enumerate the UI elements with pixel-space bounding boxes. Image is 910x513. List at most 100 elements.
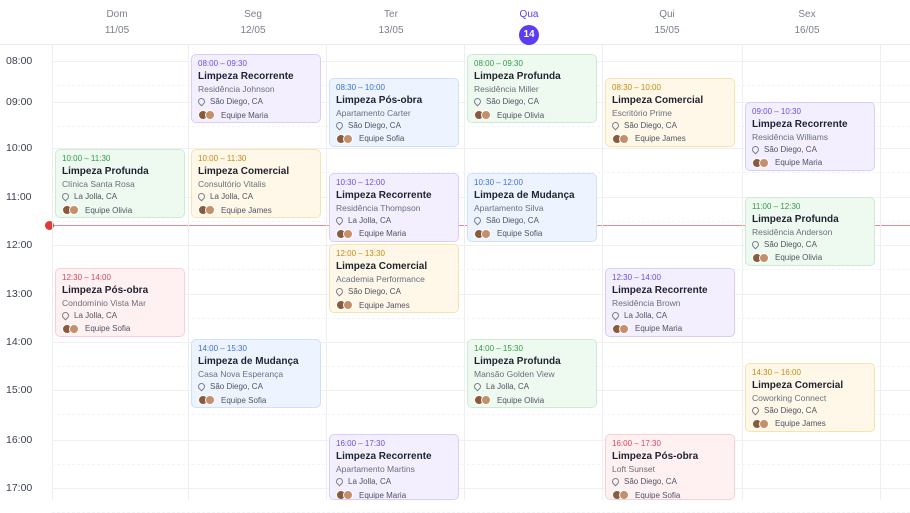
event-team-text: Equipe James xyxy=(775,419,826,429)
event-title: Limpeza Recorrente xyxy=(752,118,848,130)
event-place: Academia Performance xyxy=(336,274,425,284)
event-team-text: Equipe Sofia xyxy=(85,324,131,334)
event-card[interactable]: 08:00 – 09:30 Limpeza Recorrente Residênci… xyxy=(191,54,321,124)
event-location: São Diego, CA xyxy=(472,215,590,226)
event-team: Equipe Sofia xyxy=(474,228,590,239)
event-location-text: São Diego, CA xyxy=(486,97,539,106)
event-team: Equipe James xyxy=(752,418,868,429)
hour-label: 16:00 xyxy=(6,434,33,446)
event-team-text: Equipe James xyxy=(221,205,272,215)
event-title: Limpeza Profunda xyxy=(474,71,561,82)
location-pin-icon xyxy=(750,239,761,249)
team-avatars xyxy=(198,110,215,120)
event-time: 12:00 – 13:30 xyxy=(336,249,385,258)
event-time: 08:30 – 10:00 xyxy=(612,82,661,92)
location-pin-icon xyxy=(610,476,621,487)
hour-label: 08:00 xyxy=(6,55,33,67)
day-name: Seg xyxy=(244,9,262,20)
event-card[interactable]: 10:00 – 11:30 Limpeza Profunda Clínica San… xyxy=(55,149,185,219)
event-card[interactable]: 10:30 – 12:00 Limpeza Recorrente Residênci… xyxy=(329,172,459,242)
location-pin-icon xyxy=(610,120,621,131)
event-place: Residência Brown xyxy=(612,297,681,308)
location-pin-icon xyxy=(472,215,483,226)
event-time: 10:30 – 12:00 xyxy=(336,177,385,187)
event-team-text: Equipe Olivia xyxy=(497,110,545,120)
event-team-text: Equipe Sofia xyxy=(497,229,543,239)
event-location-text: São Diego, CA xyxy=(764,144,817,154)
event-title: Limpeza Recorrente xyxy=(198,71,294,82)
day-header-dom[interactable]: Dom 11/05 xyxy=(48,0,186,44)
event-card[interactable]: 12:30 – 14:00 Limpeza Recorrente Residênci… xyxy=(605,267,735,337)
day-date: 12/05 xyxy=(240,25,266,36)
event-place: Residência Johnson xyxy=(198,84,275,94)
half-hour-line xyxy=(52,413,910,415)
event-location: São Diego, CA xyxy=(334,286,452,297)
event-location-text: La Jolla, CA xyxy=(210,192,254,201)
event-place: Residência Williams xyxy=(752,131,829,142)
avatar xyxy=(619,133,629,144)
event-location: São Diego, CA xyxy=(196,381,314,392)
day-header-seg[interactable]: Seg 12/05 xyxy=(184,0,322,44)
avatar xyxy=(759,157,769,168)
location-pin-icon xyxy=(750,144,761,154)
event-title: Limpeza de Mudança xyxy=(474,189,575,201)
half-hour-line xyxy=(52,125,910,127)
day-date: 14 xyxy=(460,24,598,45)
event-card[interactable]: 10:00 – 11:30 Limpeza Comercial Consultóri… xyxy=(191,149,321,219)
day-header-sex[interactable]: Sex 16/05 xyxy=(738,0,876,44)
event-card[interactable]: 09:00 – 10:30 Limpeza Recorrente Residênci… xyxy=(745,101,875,171)
hour-line xyxy=(52,440,910,441)
event-team: Equipe Olivia xyxy=(62,205,178,215)
event-card[interactable]: 12:30 – 14:00 Limpeza Pós-obra Condomínio … xyxy=(55,267,185,337)
location-pin-icon xyxy=(196,381,207,392)
event-team-text: Equipe Maria xyxy=(635,324,683,334)
event-location: São Diego, CA xyxy=(610,476,728,487)
event-time: 10:30 – 12:00 xyxy=(474,177,523,187)
day-header-qua[interactable]: Qua 14 xyxy=(460,0,598,45)
event-card[interactable]: 08:00 – 09:30 Limpeza Profunda Residência … xyxy=(467,54,597,124)
day-header-ter[interactable]: Ter 13/05 xyxy=(322,0,460,44)
event-time: 12:30 – 14:00 xyxy=(62,272,111,282)
event-team-text: Equipe James xyxy=(635,134,686,144)
event-location: La Jolla, CA xyxy=(196,191,314,202)
event-team-text: Equipe Sofia xyxy=(221,395,267,405)
event-card[interactable]: 11:00 – 12:30 Limpeza Profunda Residência … xyxy=(745,196,875,266)
day-date: 13/05 xyxy=(378,25,404,36)
column-divider xyxy=(742,44,743,500)
event-card[interactable]: 14:00 – 15:30 Limpeza de Mudança Casa Nova… xyxy=(191,339,321,409)
event-card[interactable]: 14:00 – 15:30 Limpeza Profunda Mansão Gold… xyxy=(467,339,597,409)
event-team: Equipe Sofia xyxy=(612,490,728,500)
half-hour-line xyxy=(52,171,910,173)
event-time: 14:30 – 16:00 xyxy=(752,367,801,377)
location-pin-icon xyxy=(472,96,483,107)
event-card[interactable]: 16:00 – 17:30 Limpeza Pós-obra Loft Sunset… xyxy=(605,434,735,500)
event-time: 14:00 – 15:30 xyxy=(198,344,247,353)
event-location-text: São Diego, CA xyxy=(210,97,263,106)
event-team-text: Equipe Maria xyxy=(221,110,269,120)
event-card[interactable]: 10:30 – 12:00 Limpeza de Mudança Apartamen… xyxy=(467,172,597,242)
team-avatars xyxy=(198,395,215,405)
column-divider xyxy=(326,44,327,500)
event-team-text: Equipe Maria xyxy=(775,158,823,167)
location-pin-icon xyxy=(196,191,207,202)
event-location: São Diego, CA xyxy=(334,120,452,131)
event-location: La Jolla, CA xyxy=(60,310,178,321)
hour-line xyxy=(52,294,910,295)
day-header-qui[interactable]: Qui 15/05 xyxy=(598,0,736,44)
event-card[interactable]: 14:30 – 16:00 Limpeza Comercial Coworking … xyxy=(745,362,875,432)
event-card[interactable]: 08:30 – 10:00 Limpeza Comercial Escritório… xyxy=(605,77,735,147)
column-divider xyxy=(52,44,53,500)
event-location-text: São Diego, CA xyxy=(348,120,401,130)
event-card[interactable]: 08:30 – 10:00 Limpeza Pós-obra Apartamento… xyxy=(329,77,459,147)
event-card[interactable]: 16:00 – 17:30 Limpeza Recorrente Apartamen… xyxy=(329,434,459,500)
location-pin-icon xyxy=(334,286,345,297)
event-card[interactable]: 12:00 – 13:30 Limpeza Comercial Academia P… xyxy=(329,244,459,314)
event-place: Coworking Connect xyxy=(752,392,827,403)
day-date: 16/05 xyxy=(794,25,820,36)
event-location-text: La Jolla, CA xyxy=(486,382,530,391)
team-avatars xyxy=(612,133,629,144)
event-location-text: São Diego, CA xyxy=(486,215,539,225)
event-team-text: Equipe Sofia xyxy=(635,490,681,500)
avatar xyxy=(205,205,215,215)
team-avatars xyxy=(474,228,491,239)
